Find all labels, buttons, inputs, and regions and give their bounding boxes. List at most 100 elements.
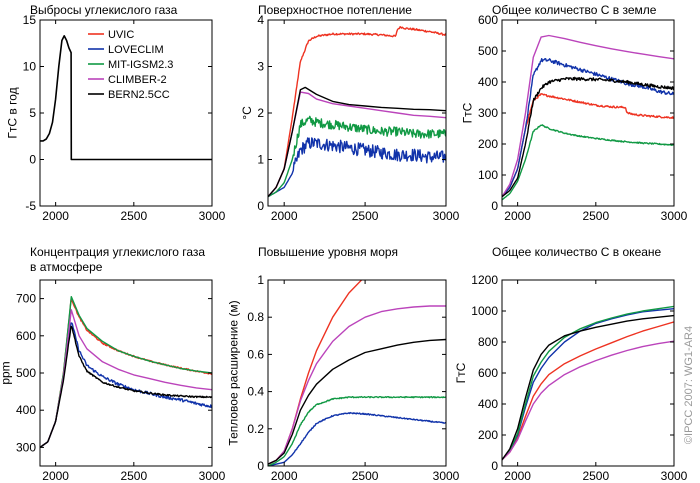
series-line-emissions bbox=[40, 35, 212, 161]
series-line-loveclim bbox=[40, 322, 212, 448]
y-tick-label: 1200 bbox=[471, 273, 498, 287]
y-tick-label: 500 bbox=[16, 366, 36, 380]
plot-frame bbox=[501, 279, 675, 467]
x-tick-label: 3000 bbox=[433, 469, 460, 483]
series-line-loveclim bbox=[502, 58, 674, 198]
y-tick-label: 200 bbox=[478, 137, 498, 151]
x-tick-label: 3000 bbox=[199, 469, 226, 483]
y-tick-label: 700 bbox=[16, 292, 36, 306]
series-line-loveclim bbox=[502, 308, 674, 461]
series-line-uvic bbox=[268, 26, 446, 198]
series-line-uvic bbox=[502, 93, 674, 198]
legend-label: BERN2.5CC bbox=[108, 89, 170, 101]
series-line-uvic bbox=[502, 321, 674, 461]
x-tick-label: 2000 bbox=[271, 209, 298, 223]
subplot-5: Повышение уровня моря 2000 2500 3000 0 0.2 0.4… bbox=[227, 245, 460, 483]
series-line-climber-2 bbox=[268, 305, 446, 465]
y-axis-label: ГтС в год bbox=[5, 87, 19, 138]
subplot-1: Выбросы углекислого газа 2000 2500 3000 -5 0 5… bbox=[5, 3, 225, 223]
x-tick-label: 3000 bbox=[661, 209, 688, 223]
y-tick-label: -5 bbox=[25, 199, 36, 213]
subplot-title: Повышение уровня моря bbox=[258, 245, 398, 259]
series-line-uvic bbox=[268, 280, 363, 465]
series-line-climber-2 bbox=[502, 340, 674, 461]
copyright-notice: ©IPCC 2007: WG1-AR4 bbox=[683, 326, 695, 444]
plot-frame bbox=[267, 279, 447, 467]
series-group bbox=[268, 26, 446, 198]
series-group bbox=[502, 34, 674, 201]
series-line-bern2.5cc bbox=[268, 86, 446, 198]
x-tick-label: 3000 bbox=[661, 469, 688, 483]
x-tick-label: 2500 bbox=[120, 209, 147, 223]
subplot-title: Общее количество С в земле bbox=[492, 3, 657, 17]
x-tick-label: 2500 bbox=[582, 209, 609, 223]
series-group bbox=[268, 280, 446, 466]
legend-label: UVIC bbox=[108, 29, 134, 41]
y-tick-label: 15 bbox=[23, 13, 37, 27]
x-tick-label: 2500 bbox=[352, 209, 379, 223]
y-tick-label: 5 bbox=[29, 106, 36, 120]
y-tick-label: 2 bbox=[257, 106, 264, 120]
series-line-loveclim bbox=[268, 137, 446, 198]
series-line-mit-igsm2.3 bbox=[502, 305, 674, 461]
y-tick-label: 100 bbox=[478, 168, 498, 182]
y-tick-label: 500 bbox=[478, 44, 498, 58]
y-tick-label: 300 bbox=[16, 440, 36, 454]
y-tick-label: 4 bbox=[257, 13, 264, 27]
series-line-mit-igsm2.3 bbox=[268, 115, 446, 198]
y-tick-label: 0 bbox=[491, 459, 498, 473]
x-tick-label: 2000 bbox=[504, 209, 531, 223]
y-tick-label: 300 bbox=[478, 106, 498, 120]
series-line-mit-igsm2.3 bbox=[268, 395, 446, 466]
series-line-climber-2 bbox=[502, 34, 674, 198]
y-axis-label: Тепловое расширение (м) bbox=[227, 300, 241, 445]
x-tick-label: 2000 bbox=[271, 469, 298, 483]
y-tick-label: 0.2 bbox=[247, 422, 264, 436]
y-tick-label: 0 bbox=[257, 199, 264, 213]
y-tick-label: 0 bbox=[257, 459, 264, 473]
y-tick-label: 400 bbox=[478, 397, 498, 411]
series-group bbox=[502, 305, 674, 461]
y-tick-label: 10 bbox=[23, 60, 37, 74]
x-tick-label: 2000 bbox=[42, 469, 69, 483]
series-line-loveclim bbox=[268, 411, 446, 466]
y-tick-label: 0.6 bbox=[247, 347, 264, 361]
legend-label: MIT-IGSM2.3 bbox=[108, 59, 173, 71]
x-tick-label: 2000 bbox=[42, 209, 69, 223]
y-tick-label: 0 bbox=[29, 153, 36, 167]
plot-frame bbox=[39, 279, 213, 467]
y-tick-label: 1 bbox=[257, 153, 264, 167]
series-line-climber-2 bbox=[268, 91, 446, 198]
subplot-2: Поверхностное потепление 2000 2500 3000 0 1 2 3… bbox=[88, 3, 460, 223]
x-tick-label: 3000 bbox=[433, 209, 460, 223]
subplot-title: Поверхностное потепление bbox=[258, 3, 412, 17]
y-tick-label: 600 bbox=[478, 13, 498, 27]
subplot-title: Общее количество С в океане bbox=[492, 245, 662, 259]
y-tick-label: 600 bbox=[478, 366, 498, 380]
x-tick-label: 2000 bbox=[504, 469, 531, 483]
series-group bbox=[40, 35, 212, 161]
y-axis-label: ГтС bbox=[454, 362, 468, 383]
x-tick-label: 2500 bbox=[120, 469, 147, 483]
series-line-climber-2 bbox=[40, 309, 212, 448]
x-tick-label: 3000 bbox=[199, 209, 226, 223]
y-tick-label: 0 bbox=[491, 199, 498, 213]
y-axis-label: ppm bbox=[0, 361, 13, 384]
legend-label: LOVECLIM bbox=[108, 44, 164, 56]
subplot-title: Выбросы углекислого газа bbox=[30, 3, 178, 17]
x-tick-label: 2500 bbox=[352, 469, 379, 483]
series-line-bern2.5cc bbox=[40, 325, 212, 448]
y-tick-label: 3 bbox=[257, 60, 264, 74]
series-line-mit-igsm2.3 bbox=[502, 124, 674, 201]
series-group bbox=[40, 296, 212, 448]
plot-frame bbox=[267, 19, 447, 207]
series-line-bern2.5cc bbox=[502, 314, 674, 461]
y-tick-label: 400 bbox=[16, 403, 36, 417]
series-line-uvic bbox=[40, 299, 212, 448]
y-tick-label: 600 bbox=[16, 329, 36, 343]
subplot-6: Общее количество С в океане 2000 2500 3000 0… bbox=[454, 245, 688, 483]
y-axis-label: °C bbox=[240, 106, 254, 120]
legend-label: CLIMBER-2 bbox=[108, 74, 167, 86]
